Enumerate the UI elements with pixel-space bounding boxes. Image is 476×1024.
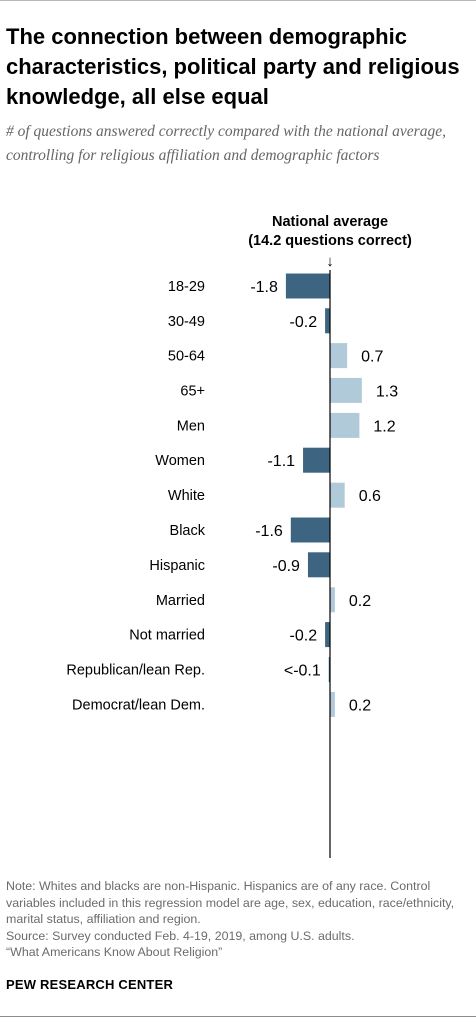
value-label-18-29: -1.8 bbox=[250, 279, 278, 296]
bar-women bbox=[303, 447, 330, 473]
bar-black bbox=[290, 517, 330, 543]
source-text: Source: Survey conducted Feb. 4-19, 2019… bbox=[6, 928, 355, 943]
bar-50-64 bbox=[330, 343, 348, 369]
brand-logo-text: PEW RESEARCH CENTER bbox=[6, 977, 174, 992]
category-label-hispanic: Hispanic bbox=[149, 558, 205, 574]
value-label-white: 0.6 bbox=[359, 488, 381, 505]
annotation-arrow: ↓ bbox=[326, 253, 334, 270]
note-text: Note: Whites and blacks are non-Hispanic… bbox=[6, 879, 455, 926]
value-label-not-married: -0.2 bbox=[290, 628, 318, 645]
bar-men bbox=[330, 412, 360, 438]
category-label-women: Women bbox=[155, 453, 205, 469]
top-divider bbox=[0, 0, 476, 1]
bar-hispanic bbox=[307, 552, 330, 578]
chart-title: The connection between demographic chara… bbox=[6, 24, 460, 109]
bars-layer: 18-29 -1.8 30-49 -0.2 50-64 0.7 65+ 1.3 Men 1.2 Wo… bbox=[66, 273, 398, 717]
value-label-hispanic: -0.9 bbox=[272, 558, 300, 575]
value-label-30-49: -0.2 bbox=[290, 314, 318, 331]
chart-subtitle: # of questions answered correctly compar… bbox=[6, 123, 446, 164]
national-average-annotation: National average (14.2 questions correct… bbox=[248, 214, 412, 270]
value-label-50-64: 0.7 bbox=[361, 349, 383, 366]
annotation-line-1: National average bbox=[272, 214, 388, 230]
bar-18-29 bbox=[285, 273, 330, 299]
bar-married bbox=[330, 587, 335, 613]
category-label-black: Black bbox=[170, 523, 206, 539]
category-label-married: Married bbox=[156, 593, 205, 609]
value-label-republican-lean-rep: <-0.1 bbox=[284, 663, 321, 680]
bar-democrat-lean-dem bbox=[330, 691, 335, 717]
bar-30-49 bbox=[325, 308, 330, 334]
value-label-black: -1.6 bbox=[255, 523, 283, 540]
value-label-married: 0.2 bbox=[349, 593, 371, 610]
category-label-50-64: 50-64 bbox=[168, 349, 205, 365]
bar-chart: National average (14.2 questions correct… bbox=[66, 214, 412, 858]
value-label-democrat-lean-dem: 0.2 bbox=[349, 697, 371, 714]
category-label-democrat-lean-dem: Democrat/lean Dem. bbox=[72, 697, 205, 713]
value-label-men: 1.2 bbox=[373, 418, 395, 435]
bar-not-married bbox=[325, 622, 330, 648]
bar-white bbox=[330, 482, 345, 508]
report-title: “What Americans Know About Religion” bbox=[6, 945, 223, 959]
category-label-18-29: 18-29 bbox=[168, 279, 205, 295]
value-label-65: 1.3 bbox=[376, 383, 398, 400]
notes-block: Note: Whites and blacks are non-Hispanic… bbox=[6, 878, 472, 961]
category-label-65: 65+ bbox=[180, 383, 205, 399]
category-label-white: White bbox=[168, 488, 205, 504]
annotation-line-2: (14.2 questions correct) bbox=[248, 233, 412, 249]
category-label-not-married: Not married bbox=[129, 628, 205, 644]
category-label-republican-lean-rep: Republican/lean Rep. bbox=[66, 663, 205, 679]
bottom-divider bbox=[0, 1016, 476, 1017]
category-label-men: Men bbox=[177, 418, 205, 434]
value-label-women: -1.1 bbox=[267, 453, 295, 470]
bar-republican-lean-rep bbox=[328, 657, 330, 683]
category-label-30-49: 30-49 bbox=[168, 314, 205, 330]
bar-65 bbox=[330, 377, 362, 403]
